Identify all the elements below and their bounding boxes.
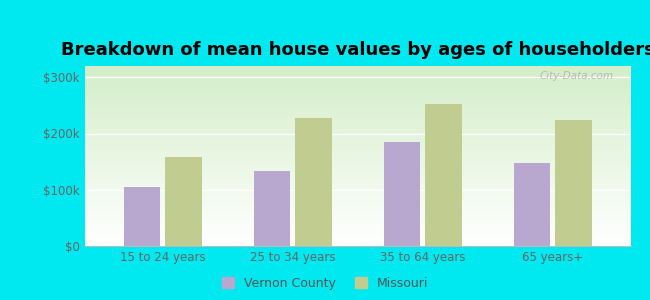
Bar	[425, 104, 462, 246]
Legend: Vernon County, Missouri: Vernon County, Missouri	[218, 273, 432, 294]
Bar	[384, 142, 420, 246]
Bar	[165, 157, 202, 246]
Bar	[295, 118, 332, 246]
Bar	[555, 120, 592, 246]
Bar	[254, 171, 290, 246]
Text: City-Data.com: City-Data.com	[540, 71, 614, 81]
Title: Breakdown of mean house values by ages of householders: Breakdown of mean house values by ages o…	[60, 41, 650, 59]
Bar	[514, 163, 550, 246]
Bar	[124, 187, 160, 246]
